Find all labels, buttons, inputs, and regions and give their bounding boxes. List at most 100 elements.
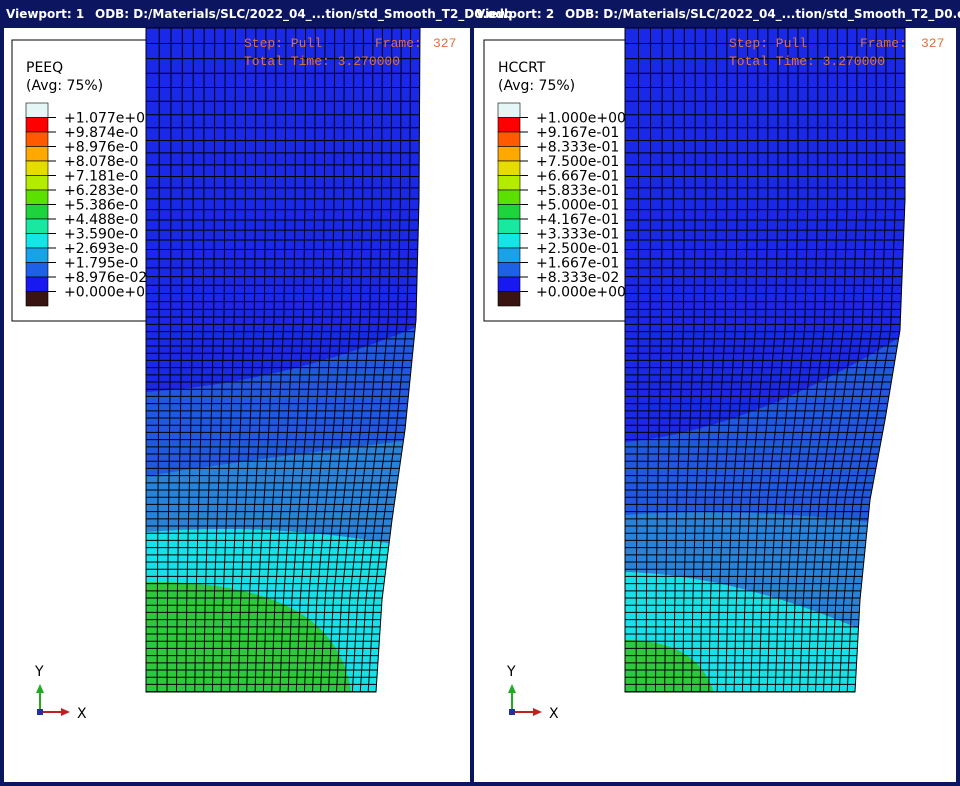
legend-label: +3.590e-0 bbox=[64, 227, 138, 243]
legend-label: +9.167e-01 bbox=[536, 125, 619, 141]
element-edge bbox=[725, 28, 749, 692]
element-edge bbox=[166, 28, 172, 692]
legend-swatch bbox=[25, 262, 49, 278]
mesh bbox=[625, 28, 905, 692]
element-edge bbox=[838, 28, 887, 692]
legend-label: +7.500e-01 bbox=[536, 154, 619, 170]
element-edge bbox=[237, 28, 257, 692]
element-edge bbox=[766, 28, 799, 692]
frame-number: 327 bbox=[921, 36, 944, 51]
viewport[interactable]: Viewport: 1 ODB: D:/Materials/SLC/2022_04… bbox=[4, 7, 513, 782]
element-edge bbox=[246, 28, 267, 692]
triad-x-label: X bbox=[549, 706, 559, 722]
viewport[interactable]: Viewport: 2 ODB: D:/Materials/SLC/2022_04… bbox=[474, 7, 960, 782]
legend-swatch bbox=[25, 189, 49, 205]
legend-swatch bbox=[497, 160, 521, 176]
triad-x-label: X bbox=[77, 706, 87, 722]
legend-label: +8.078e-0 bbox=[64, 154, 138, 170]
step-name: Step: Pull bbox=[729, 36, 807, 51]
element-edge bbox=[194, 28, 205, 692]
triad-y-label: Y bbox=[506, 664, 516, 680]
legend-averaging: (Avg: 75%) bbox=[26, 78, 103, 94]
element-edge bbox=[830, 28, 877, 692]
element-edge bbox=[367, 28, 412, 692]
legend-label: +0.000e+00 bbox=[536, 285, 626, 301]
legend-label: +4.167e-01 bbox=[536, 212, 619, 228]
odb-path: ODB: D:/Materials/SLC/2022_04_...tion/st… bbox=[565, 7, 960, 22]
legend-variable: PEEQ bbox=[26, 60, 63, 76]
viewport-title: Viewport: 2 bbox=[476, 7, 554, 21]
element-edge bbox=[708, 28, 728, 692]
element-edge bbox=[320, 28, 355, 692]
element-edge bbox=[807, 28, 848, 692]
legend-label: +1.795e-0 bbox=[64, 256, 138, 272]
element-edge bbox=[328, 28, 364, 692]
element-edge bbox=[673, 28, 685, 692]
viewport-title: Viewport: 1 bbox=[6, 7, 84, 21]
element-edge bbox=[758, 28, 789, 692]
element-edge bbox=[635, 28, 639, 692]
legend-label: +8.333e-02 bbox=[536, 270, 619, 286]
element-edge bbox=[664, 28, 674, 692]
total-time: Total Time: 3.270000 bbox=[244, 54, 400, 69]
legend-swatch bbox=[497, 175, 521, 191]
element-edge bbox=[271, 28, 297, 692]
element-edge bbox=[791, 28, 829, 692]
frame-number: 327 bbox=[433, 36, 456, 51]
total-time: Total Time: 3.270000 bbox=[729, 54, 885, 69]
element-edge bbox=[750, 28, 779, 692]
legend-label: +0.000e+0 bbox=[64, 285, 145, 301]
element-edge bbox=[690, 28, 707, 692]
legend-label: +8.976e-0 bbox=[64, 140, 138, 156]
legend-swatch bbox=[25, 218, 49, 234]
legend-label: +8.976e-02 bbox=[64, 270, 147, 286]
legend-swatch bbox=[25, 146, 49, 162]
legend-label: +2.500e-01 bbox=[536, 241, 619, 257]
triad-y-label: Y bbox=[34, 664, 44, 680]
element-edge bbox=[220, 28, 236, 692]
frame-label: Frame: bbox=[860, 36, 907, 51]
legend-label: +4.488e-0 bbox=[64, 212, 138, 228]
legend-swatch bbox=[25, 102, 49, 118]
legend-swatch bbox=[25, 131, 49, 147]
legend-swatch bbox=[25, 247, 49, 263]
element-edge bbox=[645, 28, 651, 692]
element-edge bbox=[741, 28, 769, 692]
legend-swatch bbox=[25, 233, 49, 249]
legend-swatch bbox=[497, 146, 521, 162]
legend-swatch bbox=[497, 131, 521, 147]
legend-label: +3.333e-01 bbox=[536, 227, 619, 243]
triad-y-head bbox=[508, 684, 516, 693]
triad-x-head bbox=[533, 708, 542, 716]
odb-path: ODB: D:/Materials/SLC/2022_04_...tion/st… bbox=[95, 7, 513, 22]
element-edge bbox=[359, 28, 402, 692]
legend-swatch bbox=[497, 189, 521, 205]
element-edge bbox=[344, 28, 383, 692]
legend-label: +5.386e-0 bbox=[64, 198, 138, 214]
frame-label: Frame: bbox=[375, 36, 422, 51]
step-name: Step: Pull bbox=[244, 36, 322, 51]
element-edge bbox=[774, 28, 809, 692]
mesh bbox=[146, 28, 420, 692]
mesh-outline bbox=[145, 27, 421, 693]
legend-swatch bbox=[497, 233, 521, 249]
element-edge bbox=[655, 28, 663, 692]
legend-label: +8.333e-01 bbox=[536, 140, 619, 156]
mesh-outline bbox=[624, 27, 906, 693]
legend-swatch bbox=[25, 291, 49, 307]
element-edge bbox=[203, 28, 216, 692]
element-edge bbox=[815, 28, 858, 692]
legend-label: +1.000e+00 bbox=[536, 111, 626, 127]
element-edge bbox=[254, 28, 277, 692]
element-edge bbox=[312, 28, 345, 692]
element-edge bbox=[295, 28, 326, 692]
legend-swatch bbox=[497, 218, 521, 234]
element-edge bbox=[176, 28, 183, 692]
element-edge bbox=[211, 28, 226, 692]
legend-label: +6.283e-0 bbox=[64, 183, 138, 199]
element-edge bbox=[733, 28, 759, 692]
legend-label: +5.833e-01 bbox=[536, 183, 619, 199]
element-edge bbox=[846, 28, 896, 692]
legend-label: +1.077e+0 bbox=[64, 111, 145, 127]
